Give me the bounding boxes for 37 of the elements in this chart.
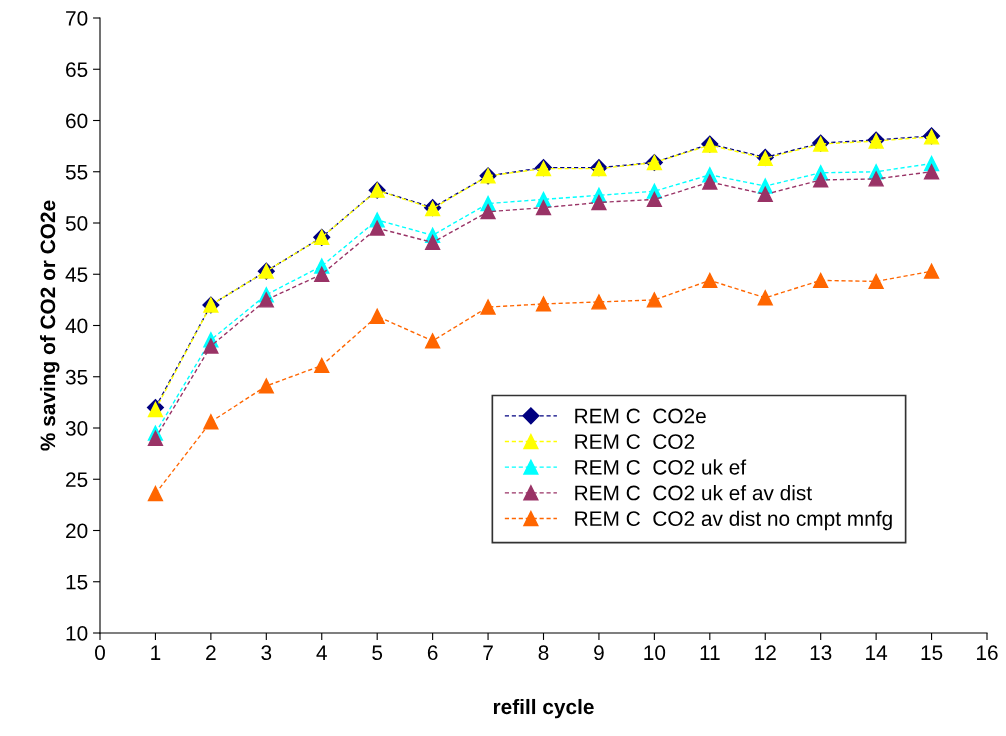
y-tick-label: 15: [66, 574, 88, 590]
x-tick-label: 9: [594, 645, 604, 661]
x-tick-label: 4: [316, 645, 327, 660]
x-axis-title: refill cycle: [493, 698, 594, 719]
y-tick-label: 40: [65, 318, 88, 334]
y-tick-label: 50: [65, 216, 88, 231]
y-tick-label: 65: [66, 62, 88, 77]
x-tick-label: 6: [427, 645, 438, 661]
x-tick-label: 16: [977, 645, 998, 661]
x-tick-label: 5: [372, 645, 383, 661]
y-tick-label: 30: [65, 421, 88, 436]
x-tick-label: 13: [810, 645, 832, 661]
y-tick-label: 20: [66, 523, 88, 539]
legend-label: REM C CO2 uk ef av dist: [575, 485, 812, 501]
x-tick-label: 7: [483, 645, 493, 660]
y-tick-label: 45: [65, 267, 88, 282]
x-tick-label: 2: [206, 645, 216, 660]
y-tick-label: 35: [65, 369, 88, 385]
x-tick-label: 3: [261, 645, 272, 661]
legend-label: REM C CO2 uk ef: [575, 459, 747, 475]
x-tick-label: 10: [644, 645, 666, 661]
x-tick-label: 8: [538, 645, 549, 661]
legend-label: REM C CO2e: [575, 408, 706, 424]
x-tick-label: 15: [921, 645, 943, 661]
y-tick-label: 25: [66, 472, 88, 487]
y-tick-label: 70: [66, 11, 88, 26]
y-tick-label: 60: [66, 113, 88, 129]
y-tick-label: 55: [65, 164, 88, 180]
x-tick-label: 12: [755, 645, 776, 660]
y-tick-label: 10: [66, 626, 88, 641]
legend-label: REM C CO2: [575, 434, 695, 449]
x-tick-label: 14: [866, 645, 888, 660]
legend-label: REM C CO2 av dist no cmpt mnfg: [575, 510, 892, 531]
x-tick-label: 11: [700, 645, 720, 660]
y-axis-title: % saving of CO2 or CO2e: [39, 200, 60, 451]
x-tick-label: 0: [95, 645, 105, 661]
x-tick-label: 1: [151, 645, 161, 660]
